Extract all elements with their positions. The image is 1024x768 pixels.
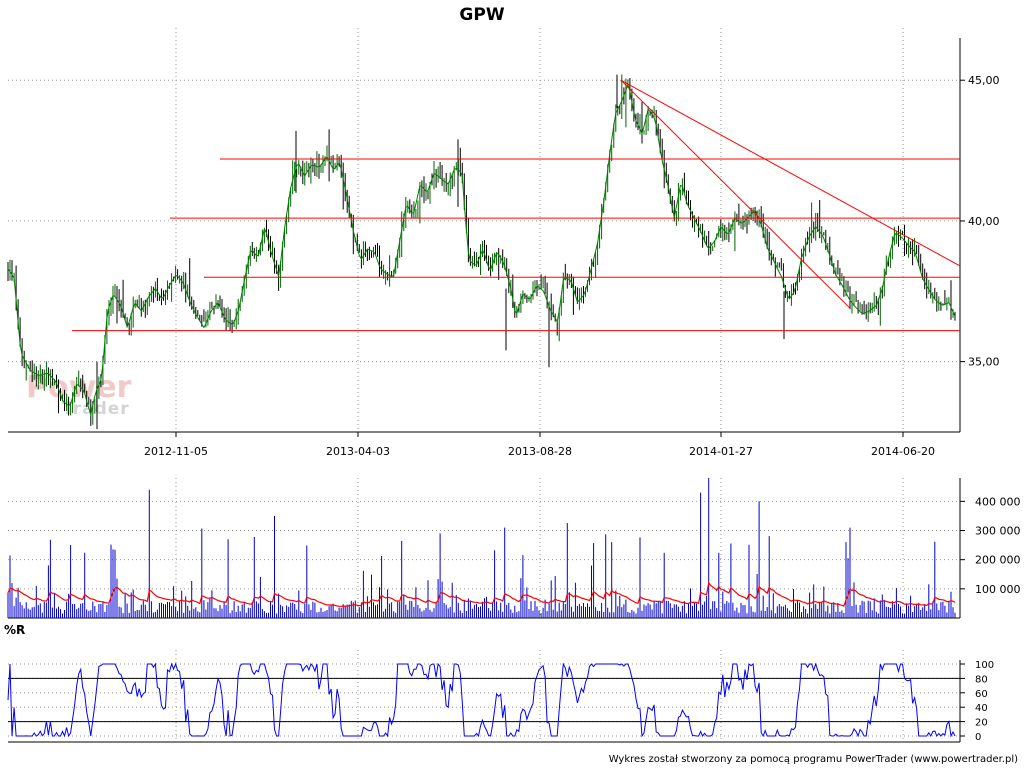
price-y-tick-label-1: 40,00 <box>968 215 1000 228</box>
trend-lines <box>620 79 961 309</box>
williams-r-y-tick-label-3: 60 <box>975 689 988 700</box>
williams-r-reference-lines <box>8 677 960 723</box>
williams-r-y-tick-label-2: 40 <box>975 703 988 714</box>
volume-y-tick-label-0: 100 000 <box>975 583 1021 596</box>
price-x-tick-label-0: 2012-11-05 <box>144 445 208 458</box>
footer-credit: Wykres został stworzony za pomocą progra… <box>609 754 1018 765</box>
williams-r-line <box>7 662 956 738</box>
price-x-tick-label-3: 2014-01-27 <box>689 445 753 458</box>
price-y-tick-label-0: 35,00 <box>968 356 1000 369</box>
volume-y-tick-label-2: 300 000 <box>975 525 1021 538</box>
volume-gridlines <box>8 478 960 618</box>
price-y-tick-label-2: 45,00 <box>968 74 1000 87</box>
price-trend-line <box>7 82 956 417</box>
williams-r-panel: 0 20 40 60 80 100 %R <box>4 623 994 743</box>
volume-bars <box>7 478 956 618</box>
price-x-tick-label-2: 2013-08-28 <box>508 445 572 458</box>
price-x-tick-label-1: 2013-04-03 <box>326 445 390 458</box>
williams-r-y-tick-label-0: 0 <box>975 732 981 743</box>
volume-y-ticks: 100 000 200 000 300 000 400 000 <box>960 495 1021 596</box>
trend-line-0 <box>620 79 961 267</box>
williams-r-y-tick-label-4: 80 <box>975 674 988 685</box>
williams-r-y-tick-label-5: 100 <box>975 660 994 671</box>
price-close-line <box>7 82 956 417</box>
volume-y-tick-label-3: 400 000 <box>975 495 1021 508</box>
williams-r-y-ticks: 0 20 40 60 80 100 <box>960 660 994 743</box>
watermark-trader: Trader <box>62 399 130 419</box>
price-x-ticks: 2012-11-05 2013-04-03 2013-08-28 2014-01-27… <box>144 432 935 458</box>
support-resistance-lines <box>72 158 960 332</box>
volume-average-line <box>7 581 956 607</box>
chart-title: GPW <box>459 5 504 25</box>
volume-y-tick-label-1: 200 000 <box>975 554 1021 567</box>
price-gridlines <box>8 28 960 432</box>
price-y-ticks: 35,00 40,00 45,00 <box>960 74 1000 369</box>
price-x-tick-label-4: 2014-06-20 <box>871 445 935 458</box>
williams-r-label: %R <box>4 623 25 637</box>
volume-panel: 100 000 200 000 300 000 400 000 <box>7 478 1021 619</box>
williams-r-y-tick-label-1: 20 <box>975 718 988 729</box>
trend-line-1 <box>620 79 851 309</box>
